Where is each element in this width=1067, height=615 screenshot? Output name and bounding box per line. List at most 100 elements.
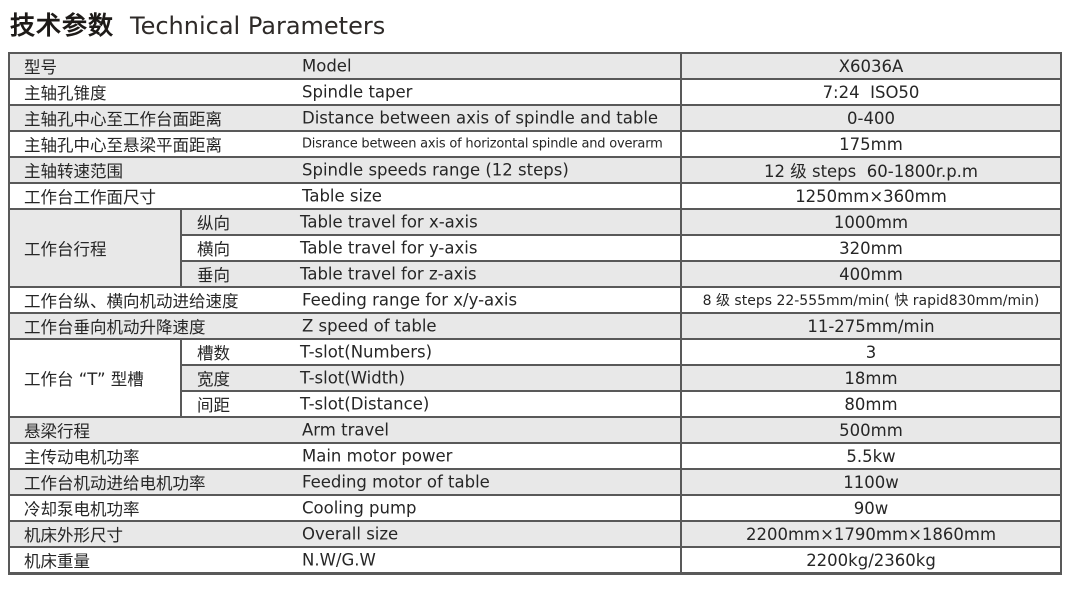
param-value: 3 (680, 338, 1061, 365)
param-name-zh: 主传动电机功率 (24, 448, 140, 467)
param-value: 2200kg/2360kg (680, 546, 1061, 574)
param-value: 2200mm×1790mm×1860mm (680, 520, 1061, 547)
param-label-cell: 主传动电机功率 Main motor power (9, 442, 681, 469)
param-value: X6036A (680, 52, 1061, 79)
param-label-cell: 主轴转速范围 Spindle speeds range (12 steps) (9, 156, 681, 183)
param-name-zh: 冷却泵电机功率 (24, 500, 140, 519)
table-row: 主轴孔中心至工作台面距离 Distance between axis of spi… (9, 104, 1061, 131)
param-name-en: Cooling pump (302, 498, 417, 518)
param-name-en: Feeding motor of table (302, 472, 490, 492)
table-row: 工作台垂向机动升降速度 Z speed of table 11-275mm/min (9, 312, 1061, 339)
param-name-en: Overall size (302, 524, 399, 544)
param-name-en: Table size (302, 186, 382, 206)
param-name-en: Distance between axis of spindle and tab… (302, 108, 659, 128)
param-label-cell: 主轴孔中心至悬梁平面距离 Disrance between axis of hor… (9, 130, 681, 157)
param-sublabel-cell: 间距 T-slot(Distance) (181, 390, 681, 417)
param-value: 7:24 ISO50 (680, 78, 1061, 105)
param-value: 175mm (680, 130, 1061, 157)
param-subname-zh: 间距 (197, 396, 230, 415)
param-label-cell: 机床重量 N.W/G.W (9, 546, 681, 574)
param-label-cell: 机床外形尺寸 Overall size (9, 520, 681, 547)
param-label-cell: 工作台纵、横向机动进给速度 Feeding range for x/y-axis (9, 286, 681, 313)
param-name-zh: 主轴孔锥度 (24, 84, 107, 103)
param-label-cell: 悬梁行程 Arm travel (9, 416, 681, 443)
table-row: 间距 T-slot(Distance) 80mm (9, 390, 1061, 417)
param-name-en: Z speed of table (302, 316, 437, 336)
param-name-en: Spindle speeds range (12 steps) (302, 160, 569, 180)
param-group-label: 工作台 “T” 型槽 (9, 338, 182, 417)
param-subname-zh: 垂向 (197, 266, 230, 285)
param-name-zh: 型号 (24, 58, 57, 77)
param-name-en: Main motor power (302, 446, 453, 466)
table-row: 主轴转速范围 Spindle speeds range (12 steps) 12 … (9, 156, 1061, 183)
param-label-cell: 主轴孔中心至工作台面距离 Distance between axis of spi… (9, 104, 681, 131)
table-row: 工作台机动进给电机功率 Feeding motor of table 1100w (9, 468, 1061, 495)
param-name-en: T-slot(Numbers) (300, 342, 433, 362)
param-value: 8 级 steps 22-555mm/min( 快 rapid830mm/min… (680, 286, 1061, 313)
param-subname-zh: 槽数 (197, 344, 230, 363)
table-row: 工作台 “T” 型槽 槽数 T-slot(Numbers) 3 (9, 338, 1061, 417)
param-name-en: Table travel for x-axis (300, 212, 478, 232)
param-name-zh: 主轴孔中心至悬梁平面距离 (24, 136, 222, 155)
param-label-cell: 主轴孔锥度 Spindle taper (9, 78, 681, 105)
param-value: 500mm (680, 416, 1061, 443)
param-value: 1250mm×360mm (680, 182, 1061, 209)
param-name-zh: 机床重量 (24, 552, 90, 571)
param-value: 1000mm (680, 208, 1061, 235)
param-name-en: Feeding range for x/y-axis (302, 290, 518, 310)
table-row: 横向 Table travel for y-axis 320mm (9, 234, 1061, 261)
param-label-cell: 工作台垂向机动升降速度 Z speed of table (9, 312, 681, 339)
param-subname-zh: 横向 (197, 240, 230, 259)
table-row: 机床外形尺寸 Overall size 2200mm×1790mm×1860mm (9, 520, 1061, 547)
param-subname-zh: 宽度 (197, 370, 230, 389)
param-label-cell: 冷却泵电机功率 Cooling pump (9, 494, 681, 521)
param-value: 400mm (680, 260, 1061, 287)
param-name-en: Model (302, 56, 352, 76)
page-title: 技术参数 Technical Parameters (10, 6, 385, 42)
param-name-en: Spindle taper (302, 82, 413, 102)
param-sublabel-cell: 垂向 Table travel for z-axis (181, 260, 681, 287)
param-sublabel-cell: 横向 Table travel for y-axis (181, 234, 681, 261)
param-value: 80mm (680, 390, 1061, 417)
param-value: 12 级 steps 60-1800r.p.m (680, 156, 1061, 183)
technical-parameters-table: 型号 Model X6036A 主轴孔锥度 Spindle taper 7:24 ISO5… (8, 52, 1062, 575)
table-row: 机床重量 N.W/G.W 2200kg/2360kg (9, 546, 1061, 574)
param-name-en: T-slot(Distance) (300, 394, 430, 414)
param-name-zh: 机床外形尺寸 (24, 526, 123, 545)
page-title-en: Technical Parameters (130, 12, 386, 40)
param-name-en: T-slot(Width) (300, 368, 406, 388)
param-label-cell: 工作台工作面尺寸 Table size (9, 182, 681, 209)
param-sublabel-cell: 纵向 Table travel for x-axis (181, 208, 681, 235)
table-body: 型号 Model X6036A 主轴孔锥度 Spindle taper 7:24 ISO5… (9, 52, 1061, 574)
param-value: 18mm (680, 364, 1061, 391)
param-group-label: 工作台行程 (9, 208, 182, 287)
table-row: 宽度 T-slot(Width) 18mm (9, 364, 1061, 391)
param-name-zh: 主轴转速范围 (24, 162, 123, 181)
param-value: 0-400 (680, 104, 1061, 131)
param-value: 1100w (680, 468, 1061, 495)
param-name-en: Arm travel (302, 420, 389, 440)
table-row: 工作台行程 纵向 Table travel for x-axis 1000mm (9, 208, 1061, 287)
table-row: 主轴孔中心至悬梁平面距离 Disrance between axis of hor… (9, 130, 1061, 157)
param-value: 320mm (680, 234, 1061, 261)
table-row: 悬梁行程 Arm travel 500mm (9, 416, 1061, 443)
table-row: 工作台纵、横向机动进给速度 Feeding range for x/y-axis 8… (9, 286, 1061, 313)
param-value: 11-275mm/min (680, 312, 1061, 339)
param-sublabel-cell: 槽数 T-slot(Numbers) (181, 338, 681, 365)
param-name-en: Table travel for y-axis (300, 238, 478, 258)
table-row: 型号 Model X6036A (9, 52, 1061, 79)
table-row: 主传动电机功率 Main motor power 5.5kw (9, 442, 1061, 469)
param-label-cell: 型号 Model (9, 52, 681, 79)
table-row: 冷却泵电机功率 Cooling pump 90w (9, 494, 1061, 521)
param-name-zh: 工作台机动进给电机功率 (24, 474, 206, 493)
table-row: 垂向 Table travel for z-axis 400mm (9, 260, 1061, 287)
param-sublabel-cell: 宽度 T-slot(Width) (181, 364, 681, 391)
param-name-zh: 工作台垂向机动升降速度 (24, 318, 206, 337)
param-value: 5.5kw (680, 442, 1061, 469)
param-label-cell: 工作台机动进给电机功率 Feeding motor of table (9, 468, 681, 495)
table-row: 主轴孔锥度 Spindle taper 7:24 ISO50 (9, 78, 1061, 105)
param-name-zh: 工作台纵、横向机动进给速度 (24, 292, 239, 311)
param-value: 90w (680, 494, 1061, 521)
param-name-en: N.W/G.W (302, 550, 376, 570)
